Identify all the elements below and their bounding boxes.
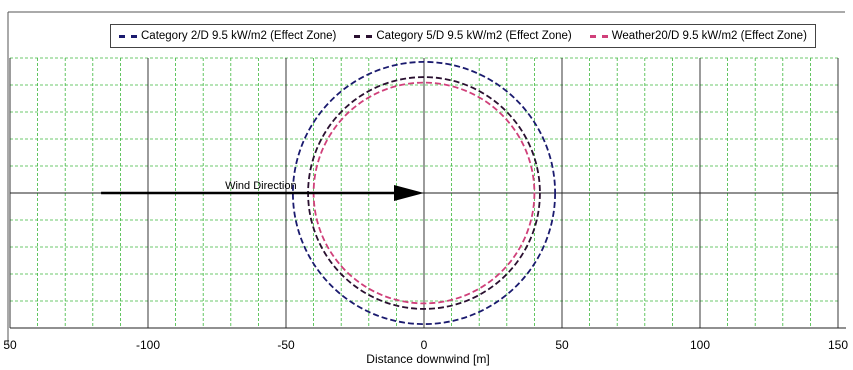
x-tick-label: 0 [421,338,428,352]
x-tick-label: 50 [3,338,17,352]
series-circle-1 [291,60,557,326]
legend-item-1: Category 2/D 9.5 kW/m2 (Effect Zone) [119,30,336,42]
x-tick-label: -50 [277,338,295,352]
x-tick-label: -100 [136,338,160,352]
legend-swatch [589,34,608,38]
legend: Category 2/D 9.5 kW/m2 (Effect Zone) Cate… [110,24,816,48]
x-tick-label: 100 [690,338,710,352]
legend-item-3: Weather20/D 9.5 kW/m2 (Effect Zone) [589,30,807,42]
annotations: Wind Direction [101,180,424,201]
wind-arrow-head [394,185,424,201]
legend-label: Category 2/D 9.5 kW/m2 (Effect Zone) [141,30,337,42]
legend-swatch [354,34,373,38]
x-tick-labels: 50 -100 -50 0 50 100 150 [3,338,848,352]
wind-direction-label: Wind Direction [225,180,297,192]
legend-swatch [119,34,137,38]
legend-item-2: Category 5/D 9.5 kW/m2 (Effect Zone) [354,30,572,42]
x-tick-label: 150 [828,338,848,352]
legend-label: Weather20/D 9.5 kW/m2 (Effect Zone) [611,30,807,42]
axes [7,11,846,345]
legend-label: Category 5/D 9.5 kW/m2 (Effect Zone) [376,30,572,42]
x-tick-label: 50 [555,338,569,352]
x-axis-label: Distance downwind [m] [366,352,489,366]
